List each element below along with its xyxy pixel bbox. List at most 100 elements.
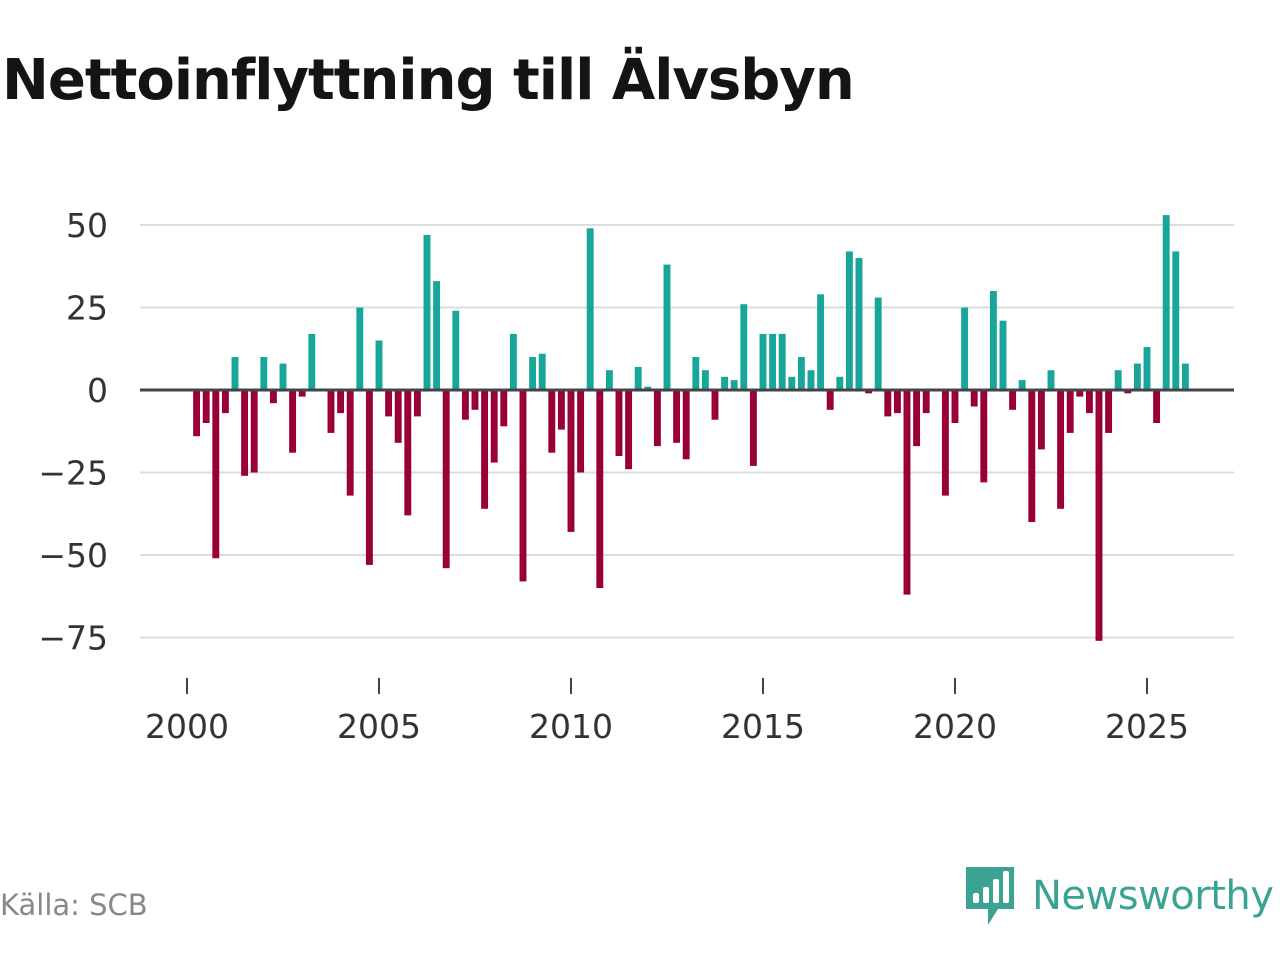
bar <box>385 390 393 417</box>
bar <box>490 390 498 463</box>
bar <box>807 370 815 390</box>
bar <box>740 304 748 390</box>
newsworthy-brand[interactable]: Newsworthy <box>964 864 1274 928</box>
bar <box>855 258 863 390</box>
y-tick-label: 50 <box>66 206 108 245</box>
bar <box>730 380 738 390</box>
bar <box>346 390 354 496</box>
x-tick-label: 2000 <box>145 707 229 746</box>
x-axis-ticks: 2000 2005 2010 2015 2020 2025 <box>145 678 1189 746</box>
bar <box>644 386 652 390</box>
brand-name: Newsworthy <box>1032 873 1274 919</box>
bar <box>375 340 383 390</box>
bars <box>193 215 1189 641</box>
bar <box>1105 390 1113 433</box>
bar <box>1181 363 1189 390</box>
bar <box>634 366 642 390</box>
bar <box>951 390 959 423</box>
bar <box>999 320 1007 390</box>
chart-title: Nettoinflyttning till Älvsbyn <box>2 48 855 113</box>
bar <box>893 390 901 414</box>
bar <box>989 291 997 390</box>
bar <box>682 390 690 460</box>
y-tick-label: 0 <box>87 371 108 410</box>
bar <box>913 390 921 447</box>
bar <box>653 390 661 447</box>
bar <box>212 390 220 559</box>
bar <box>1066 390 1074 433</box>
bar <box>471 390 479 410</box>
bar <box>1133 363 1141 390</box>
bar <box>1037 390 1045 450</box>
bar <box>250 390 258 473</box>
bar <box>836 376 844 390</box>
bar <box>461 390 469 420</box>
bar <box>1172 251 1180 390</box>
bar <box>567 390 575 532</box>
bar <box>701 370 709 390</box>
y-axis-ticks: 50 25 0 −25 −50 −75 <box>38 206 108 658</box>
bar <box>874 297 882 390</box>
x-tick-label: 2005 <box>337 707 421 746</box>
bar <box>1114 370 1122 390</box>
bar <box>961 307 969 390</box>
bar <box>404 390 412 516</box>
bar <box>778 333 786 390</box>
bar <box>759 333 767 390</box>
newsworthy-logo-icon <box>966 867 1014 925</box>
bar-chart: 50 25 0 −25 −50 −75 2000 2005 2010 2015 2020 2025 <box>38 206 1234 746</box>
bar <box>548 390 556 453</box>
bar <box>1076 390 1084 397</box>
y-tick-label: −25 <box>38 454 108 493</box>
bar <box>500 390 508 427</box>
bar <box>298 390 306 397</box>
bar <box>1162 215 1170 390</box>
bar <box>845 251 853 390</box>
bar <box>202 390 210 423</box>
bar <box>413 390 421 417</box>
x-tick-label: 2025 <box>1105 707 1189 746</box>
bar <box>615 390 623 456</box>
gridlines <box>140 224 1234 639</box>
bar <box>769 333 777 390</box>
bar <box>1143 347 1151 390</box>
bar <box>231 357 239 390</box>
source-label: Källa: SCB <box>0 888 148 922</box>
y-tick-label: −50 <box>38 536 108 575</box>
bar <box>442 390 450 569</box>
bar <box>423 234 431 390</box>
bar <box>797 357 805 390</box>
bar <box>452 310 460 390</box>
bar <box>711 390 719 420</box>
x-tick-label: 2015 <box>721 707 805 746</box>
bar <box>1095 390 1103 641</box>
bar <box>221 390 229 414</box>
bar <box>721 376 729 390</box>
bar <box>941 390 949 496</box>
bar <box>586 228 594 390</box>
bar <box>1057 390 1065 509</box>
bar <box>605 370 613 390</box>
bar <box>327 390 335 433</box>
bar <box>356 307 364 390</box>
bar <box>289 390 297 453</box>
bar <box>922 390 930 414</box>
bar <box>596 390 604 588</box>
bar <box>481 390 489 509</box>
x-tick-label: 2010 <box>529 707 613 746</box>
bar <box>260 357 268 390</box>
bar <box>538 353 546 390</box>
bar <box>749 390 757 466</box>
bar <box>241 390 249 476</box>
bar <box>1009 390 1017 410</box>
bar <box>1153 390 1161 423</box>
bar <box>269 390 277 404</box>
y-tick-label: 25 <box>66 289 108 328</box>
y-tick-label: −75 <box>38 619 108 658</box>
bar <box>1018 380 1026 390</box>
bar <box>1124 390 1132 394</box>
bar <box>625 390 633 470</box>
bar <box>193 390 201 437</box>
bar <box>365 390 373 565</box>
bar <box>826 390 834 410</box>
